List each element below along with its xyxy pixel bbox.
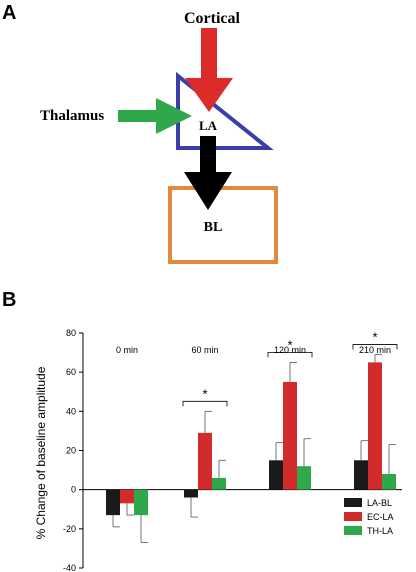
bar-ec-la — [283, 381, 297, 490]
bar-la-bl — [354, 460, 368, 490]
significance-bracket — [352, 344, 398, 350]
bar-chart: 80 60 40 20 0 -20 -40 0 min 60 min 120 min 210 mi… — [63, 328, 402, 572]
category-label: 120 min — [274, 345, 306, 355]
significance-brackets: * * * — [182, 330, 398, 407]
bar-la-bl — [106, 489, 120, 516]
bar-th-la — [134, 489, 148, 516]
bar-ec-la — [368, 362, 382, 490]
bar-th-la — [212, 477, 226, 490]
y-tick-label: 60 — [66, 367, 76, 377]
legend-swatch — [344, 512, 362, 521]
category-label: 0 min — [116, 345, 138, 355]
bar-la-bl — [184, 489, 198, 498]
panel-a-letter: A — [2, 2, 16, 24]
bar-th-la — [382, 474, 396, 490]
significance-star: * — [202, 386, 207, 401]
legend-label: EC-LA — [367, 512, 394, 522]
legend-swatch — [344, 498, 362, 507]
cortical-label: Cortical — [184, 10, 241, 27]
y-tick-label: 0 — [71, 485, 76, 495]
y-tick-label: -20 — [63, 524, 76, 534]
category-label: 210 min — [359, 345, 391, 355]
legend-label: LA-BL — [367, 498, 392, 508]
la-bl-arrow — [184, 136, 232, 210]
thalamus-arrow — [118, 98, 192, 134]
category-labels: 0 min 60 min 120 min 210 min — [116, 345, 391, 355]
error-bars — [112, 354, 396, 543]
la-label: LA — [199, 118, 218, 133]
y-axis: 80 60 40 20 0 -20 -40 — [63, 328, 402, 572]
legend: LA-BL EC-LA TH-LA — [344, 498, 394, 536]
y-axis-label: % Change of baseline amplitude — [34, 366, 48, 539]
y-tick-label: 40 — [66, 406, 76, 416]
bars — [106, 362, 396, 516]
significance-bracket — [267, 351, 313, 358]
significance-bracket — [182, 400, 228, 407]
bar-ec-la — [198, 432, 212, 490]
bar-th-la — [297, 466, 311, 490]
bl-box — [168, 186, 278, 264]
category-label: 60 min — [191, 345, 218, 355]
panel-b-letter: B — [2, 289, 16, 311]
legend-label: TH-LA — [367, 526, 393, 536]
y-tick-label: 20 — [66, 446, 76, 456]
bar-ec-la — [120, 489, 134, 504]
bar-la-bl — [269, 460, 283, 490]
legend-swatch — [344, 526, 362, 535]
y-tick-label: 80 — [66, 328, 76, 338]
bl-label: BL — [204, 220, 223, 235]
significance-star: * — [287, 337, 292, 352]
significance-star: * — [372, 330, 377, 345]
thalamus-label: Thalamus — [40, 108, 104, 124]
y-tick-label: -40 — [63, 563, 76, 572]
cortical-arrow — [185, 28, 233, 112]
